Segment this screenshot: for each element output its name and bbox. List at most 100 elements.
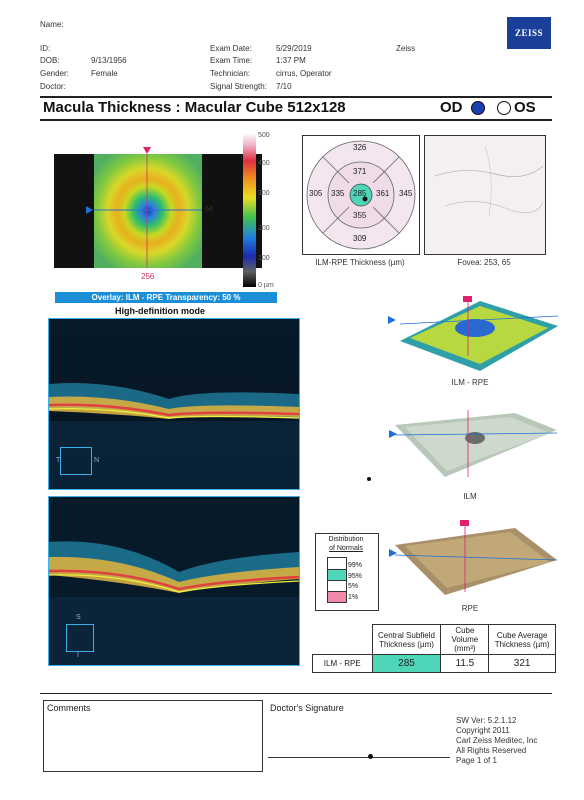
technician-label: Technician: <box>210 69 251 78</box>
zeiss-logo: ZEISS <box>507 17 551 49</box>
fundus-caption: Fovea: 253, 65 <box>457 258 511 267</box>
normals-title-2: of Normals <box>329 545 363 552</box>
exam-date-value: 5/29/2019 <box>276 44 312 53</box>
title-top-rule <box>40 96 552 98</box>
footer-rule <box>40 693 552 694</box>
metrics-header-average: Cube Average Thickness (µm) <box>488 624 556 655</box>
orient-s-label: S <box>76 614 81 621</box>
surface-ilm-rpe[interactable] <box>380 296 560 376</box>
metrics-table: Central Subfield Thickness (µm) Cube Vol… <box>312 624 556 673</box>
signature-dot <box>368 754 373 759</box>
report-title: Macula Thickness : Macular Cube 512x128 <box>43 99 346 116</box>
signature-line <box>268 757 450 758</box>
metrics-header-csf: Central Subfield Thickness (µm) <box>371 624 442 655</box>
metrics-csf-value: 285 <box>371 654 442 673</box>
surface-ilm[interactable] <box>385 405 560 485</box>
metrics-row-label: ILM - RPE <box>312 654 373 673</box>
map-marker-bottom-value: 256 <box>141 272 155 281</box>
metrics-corner <box>312 624 373 655</box>
swatch-1 <box>328 592 346 602</box>
surface-rpe-marker[interactable] <box>389 549 397 557</box>
scale-label-300: 300 <box>258 190 270 197</box>
map-marker-left[interactable] <box>86 206 93 214</box>
exam-time-value: 1:37 PM <box>276 56 306 65</box>
title-bottom-rule <box>40 119 552 121</box>
etdrs-outer-right: 345 <box>399 189 413 198</box>
signature-label: Doctor's Signature <box>270 703 344 713</box>
page-indicator: Page 1 of 1 <box>456 756 497 765</box>
scale-label-400: 400 <box>258 160 270 167</box>
map-marker-right-value: 64 <box>205 206 213 213</box>
sw-version: SW Ver: 5.2.1.12 <box>456 716 517 725</box>
bscan-orientation-box-v <box>66 624 94 652</box>
etdrs-inner-left: 335 <box>331 189 345 198</box>
orient-n-label: N <box>94 457 100 464</box>
scale-label-100: 100 <box>258 255 270 262</box>
normals-1: 1% <box>348 594 359 601</box>
copyright: Copyright 2011 <box>456 726 510 735</box>
swatch-95 <box>328 570 346 581</box>
metrics-header-volume: Cube Volume (mm³) <box>440 624 490 655</box>
fundus-image <box>424 135 546 255</box>
swatch-5 <box>328 581 346 592</box>
bscan-vertical[interactable] <box>48 496 300 666</box>
signal-strength-label: Signal Strength: <box>210 82 267 91</box>
software-info: SW Ver: 5.2.1.12 Copyright 2011 Carl Zei… <box>456 716 537 766</box>
bscan-orientation-box-h <box>60 447 92 475</box>
metrics-average-value: 321 <box>488 654 556 673</box>
etdrs-inner-right: 361 <box>376 189 390 198</box>
normals-95: 95% <box>348 573 363 580</box>
orient-t-label: T <box>56 457 61 464</box>
etdrs-outer-left: 305 <box>309 189 323 198</box>
etdrs-caption: ILM-RPE Thickness (µm) <box>315 258 405 267</box>
dob-value: 9/13/1956 <box>91 56 127 65</box>
orient-i-label: I <box>77 652 79 659</box>
map-marker-top[interactable] <box>143 147 151 154</box>
metrics-volume-value: 11.5 <box>440 654 490 673</box>
signal-strength-value: 7/10 <box>276 82 292 91</box>
scale-label-200: 200 <box>258 225 270 232</box>
comments-label: Comments <box>47 703 91 713</box>
etdrs-inner-superior: 371 <box>353 167 367 176</box>
od-label: OD <box>440 99 463 116</box>
doctor-label: Doctor: <box>40 82 66 91</box>
scale-label-0: 0 µm <box>258 282 274 289</box>
technician-value: cirrus, Operator <box>276 69 332 78</box>
normals-99: 99% <box>348 562 363 569</box>
bscan-horizontal[interactable] <box>48 318 300 490</box>
surface-rpe-caption: RPE <box>461 604 479 613</box>
os-radio[interactable] <box>497 101 511 115</box>
surface-rpe[interactable] <box>385 520 560 600</box>
surface-ilm-caption: ILM <box>463 492 477 501</box>
dob-label: DOB: <box>40 56 60 65</box>
etdrs-center: 285 <box>353 189 367 198</box>
normals-swatch-stack <box>327 557 347 603</box>
surface-ilm-rpe-marker[interactable] <box>388 316 396 324</box>
company: Carl Zeiss Meditec, Inc <box>456 736 538 745</box>
surface-ilm-rpe-caption: ILM - RPE <box>451 378 489 387</box>
normals-legend <box>315 533 379 611</box>
rights: All Rights Reserved <box>456 746 527 755</box>
id-label: ID: <box>40 44 51 53</box>
gender-value: Female <box>91 69 118 78</box>
comments-box[interactable] <box>43 700 263 772</box>
od-radio[interactable] <box>471 101 485 115</box>
device-value: Zeiss <box>396 44 416 53</box>
name-label: Name: <box>40 20 64 29</box>
scale-label-500: 500 <box>258 132 270 139</box>
exam-time-label: Exam Time: <box>210 56 253 65</box>
hd-mode-label: High-definition mode <box>115 306 205 316</box>
etdrs-outer-superior: 326 <box>353 143 367 152</box>
swatch-99 <box>328 558 346 570</box>
thickness-color-scale <box>243 133 256 287</box>
gender-label: Gender: <box>40 69 69 78</box>
etdrs-inner-inferior: 355 <box>353 211 367 220</box>
etdrs-outer-inferior: 309 <box>353 234 367 243</box>
overlay-setting-bar[interactable]: Overlay: ILM - RPE Transparency: 50 % <box>55 292 277 303</box>
etdrs-grid-panel <box>302 135 420 255</box>
normals-title-1: Distribution <box>328 536 364 543</box>
dot-mark <box>367 477 371 481</box>
exam-date-label: Exam Date: <box>210 44 252 53</box>
surface-ilm-marker[interactable] <box>389 430 397 438</box>
os-label: OS <box>514 99 536 116</box>
